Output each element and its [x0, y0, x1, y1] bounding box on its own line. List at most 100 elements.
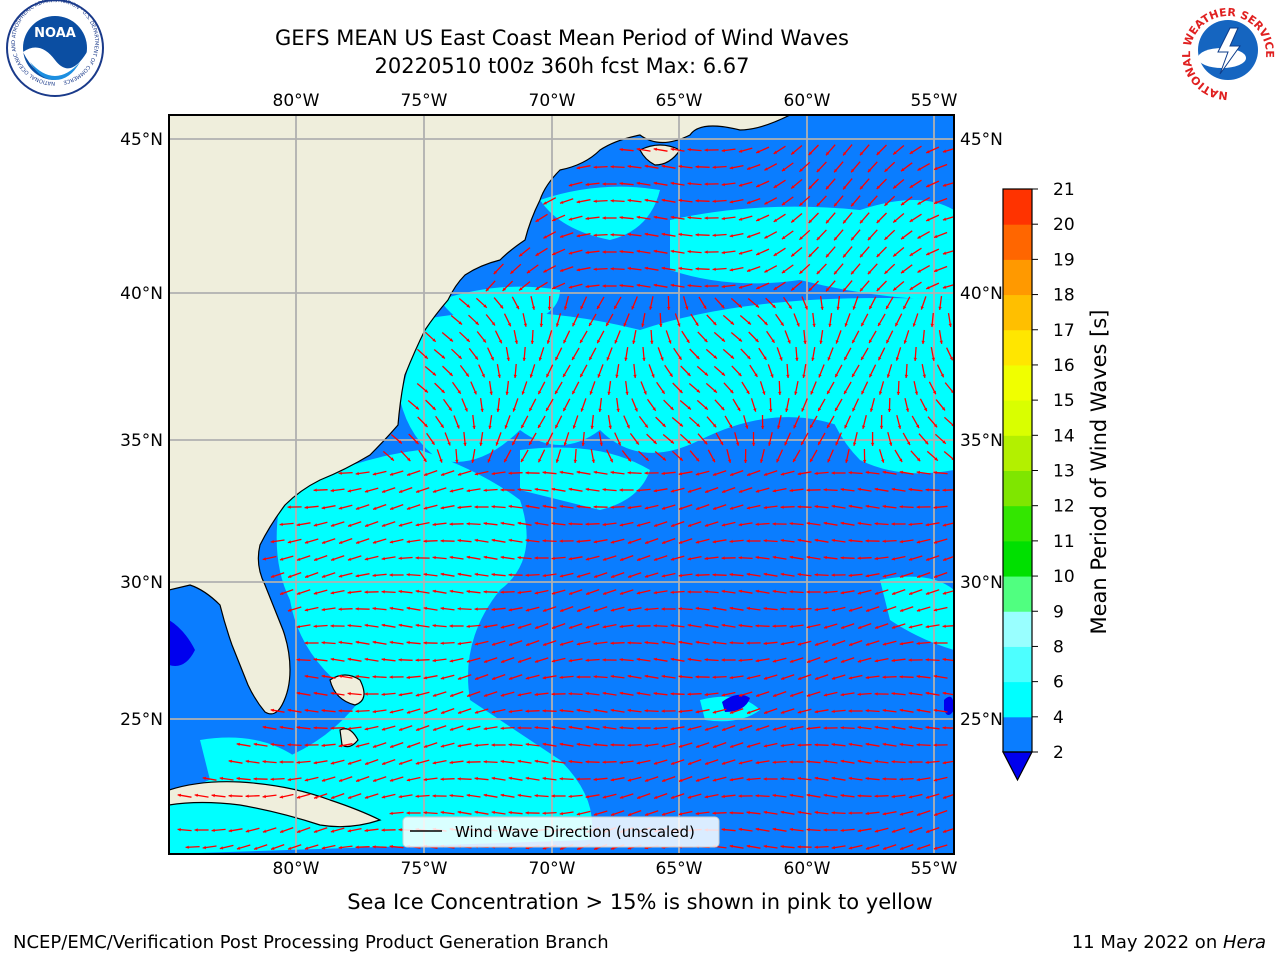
- wave-arrow-head: [321, 574, 326, 578]
- wave-arrow-head: [610, 199, 614, 203]
- wave-arrow-head: [627, 198, 631, 203]
- wave-arrow-head: [721, 589, 725, 594]
- wave-arrow-head: [901, 236, 905, 240]
- wave-arrow-head: [296, 795, 301, 799]
- wave-arrow-head: [874, 759, 878, 764]
- wave-arrow-head: [874, 659, 879, 663]
- wave-arrow-head: [254, 846, 258, 850]
- wave-arrow-head: [835, 373, 839, 378]
- wave-arrow-head: [441, 355, 445, 359]
- wave-arrow-head: [449, 727, 454, 731]
- wave-arrow-head: [695, 165, 699, 169]
- wave-arrow-head: [551, 725, 555, 730]
- wave-arrow-head: [415, 761, 420, 765]
- wave-arrow-head: [678, 164, 682, 169]
- wave-arrow-head: [814, 642, 819, 646]
- wave-arrow-head: [826, 287, 830, 292]
- wave-arrow-head: [627, 778, 632, 782]
- wave-arrow-head: [304, 608, 309, 612]
- wave-arrow-head: [695, 640, 699, 644]
- wave-arrow-head: [637, 557, 641, 561]
- wave-arrow-head: [722, 727, 726, 731]
- wave-arrow-head: [593, 641, 597, 646]
- wave-arrow-head: [712, 472, 717, 476]
- wave-arrow-head: [848, 471, 852, 475]
- wave-arrow-head: [875, 625, 879, 629]
- wave-arrow-head: [925, 725, 929, 730]
- wave-arrow-head: [678, 675, 682, 679]
- wave-arrow-head: [525, 709, 529, 713]
- wave-arrow-head: [591, 459, 595, 463]
- wave-arrow-head: [899, 742, 903, 747]
- wave-arrow-head: [424, 389, 428, 393]
- wave-arrow-head: [355, 607, 359, 611]
- colorbar-segment: [1003, 681, 1032, 718]
- wave-arrow-head: [457, 505, 461, 509]
- wave-arrow-head: [465, 373, 469, 377]
- wave-arrow-head: [755, 489, 760, 493]
- wave-arrow-head: [474, 538, 478, 543]
- wave-arrow-head: [449, 489, 454, 493]
- wave-arrow-head: [473, 391, 477, 395]
- wave-arrow-head: [382, 489, 386, 493]
- wave-arrow-head: [721, 250, 725, 255]
- wave-arrow-head: [807, 659, 811, 663]
- wave-arrow-head: [491, 572, 495, 577]
- wave-arrow-head: [746, 572, 750, 577]
- wave-arrow-head: [908, 487, 912, 492]
- wave-arrow-head: [933, 743, 937, 747]
- wave-arrow-head: [296, 591, 301, 595]
- wave-arrow-head: [423, 572, 427, 577]
- colorbar-label: Mean Period of Wind Waves [s]: [1087, 310, 1111, 635]
- wave-arrow-head: [399, 727, 403, 731]
- wave-arrow-head: [262, 829, 267, 833]
- wave-arrow-head: [500, 555, 504, 560]
- wave-arrow-head: [512, 408, 516, 412]
- wave-arrow-head: [529, 441, 533, 446]
- wave-arrow-head: [712, 675, 716, 679]
- wave-arrow-head: [398, 794, 402, 799]
- wave-arrow-head: [463, 442, 467, 446]
- wave-arrow-head: [916, 674, 920, 679]
- lon-label: 80°W: [273, 91, 320, 111]
- wave-arrow-head: [704, 727, 709, 731]
- wave-arrow-head: [780, 322, 784, 326]
- wave-arrow-head: [764, 201, 768, 205]
- wave-arrow-head: [729, 424, 733, 429]
- wave-arrow-head: [916, 812, 921, 816]
- wave-arrow-head: [900, 846, 904, 850]
- wave-arrow-head: [836, 306, 840, 310]
- wave-arrow-head: [559, 504, 563, 509]
- wave-arrow-head: [338, 845, 342, 850]
- wave-arrow-head: [755, 827, 759, 831]
- wave-arrow-head: [483, 555, 487, 559]
- wave-arrow-head: [797, 743, 801, 747]
- wave-arrow-head: [687, 795, 692, 799]
- wave-arrow-head: [522, 357, 526, 361]
- wave-arrow-head: [398, 658, 402, 662]
- wave-arrow-head: [423, 458, 427, 462]
- wave-arrow-head: [593, 233, 597, 237]
- wave-arrow-head: [884, 202, 888, 206]
- wave-arrow-head: [878, 322, 882, 327]
- wave-arrow-head: [729, 506, 734, 510]
- wave-arrow-head: [712, 573, 716, 577]
- wave-arrow-head: [773, 286, 778, 290]
- wave-arrow-head: [347, 557, 352, 561]
- wave-arrow-head: [568, 217, 573, 221]
- wave-arrow-head: [619, 691, 623, 695]
- wave-arrow-head: [637, 795, 641, 799]
- wave-arrow-head: [812, 323, 816, 327]
- wave-arrow-head: [899, 812, 904, 816]
- wave-arrow-head: [262, 557, 267, 561]
- wave-arrow-head: [406, 573, 410, 577]
- wave-arrow-head: [627, 641, 631, 645]
- colorbar-segment: [1003, 611, 1032, 647]
- wave-arrow-head: [781, 269, 786, 274]
- wave-arrow-head: [865, 539, 869, 543]
- wave-arrow-head: [713, 506, 717, 510]
- wave-arrow-head: [441, 710, 445, 714]
- wave-arrow-head: [508, 709, 512, 714]
- wave-arrow-head: [313, 657, 317, 662]
- wave-arrow-head: [670, 727, 674, 731]
